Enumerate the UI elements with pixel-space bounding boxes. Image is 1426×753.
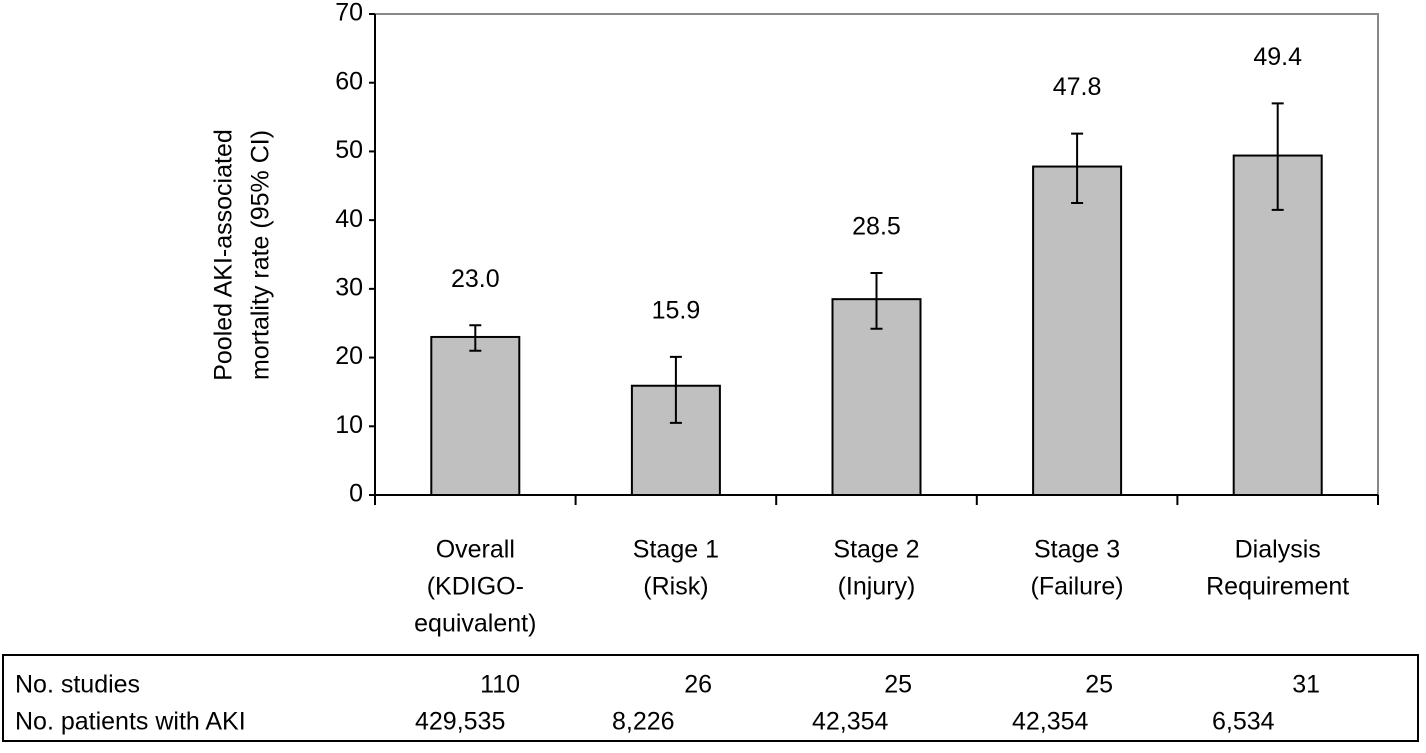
plot-frame — [375, 13, 1379, 495]
x-tick-label: Stage 3 — [1034, 536, 1120, 564]
x-tick-label: Stage 1 — [633, 536, 719, 564]
table-cell: 42,354 — [812, 708, 889, 736]
x-tick-label: Stage 2 — [833, 536, 919, 564]
x-tick-label: Dialysis — [1235, 536, 1321, 564]
value-label: 23.0 — [451, 265, 500, 293]
y-tick-label: 20 — [335, 342, 363, 370]
x-tick-label: (Failure) — [1031, 573, 1124, 601]
value-label: 15.9 — [652, 296, 701, 324]
table-cell: 31 — [1292, 671, 1320, 699]
value-label: 47.8 — [1053, 73, 1102, 101]
error-bar — [469, 324, 482, 352]
x-tick-label: (Risk) — [643, 573, 708, 601]
value-label: 28.5 — [852, 213, 901, 241]
error-bar — [1071, 132, 1084, 204]
x-tick-label: equivalent) — [414, 610, 536, 638]
bar — [1232, 154, 1323, 496]
table-cell: 110 — [480, 671, 520, 699]
y-tick-label: 40 — [335, 205, 363, 233]
bar — [831, 298, 922, 496]
error-bar — [870, 272, 883, 330]
y-axis-title: Pooled AKI-associated — [210, 129, 238, 381]
table-cell: 26 — [684, 671, 712, 699]
y-tick-label: 60 — [335, 67, 363, 95]
bar — [430, 335, 521, 497]
table-cell: 25 — [1085, 671, 1113, 699]
y-tick-label: 30 — [335, 273, 363, 301]
table-cell: 25 — [884, 671, 912, 699]
table-cell: 42,354 — [1012, 708, 1089, 736]
row-header: No. patients with AKI — [15, 708, 246, 736]
y-tick-label: 0 — [349, 480, 363, 508]
table-cell: 6,534 — [1212, 708, 1275, 736]
x-tick-label: (Injury) — [838, 573, 916, 601]
error-bar — [1271, 102, 1284, 211]
x-tick-label: (KDIGO- — [427, 573, 524, 601]
table-frame — [2, 654, 1419, 742]
error-bar — [669, 355, 682, 424]
row-header: No. studies — [15, 671, 140, 699]
table-cell: 8,226 — [612, 708, 675, 736]
x-tick-label: Overall — [436, 536, 515, 564]
y-tick-label: 70 — [335, 0, 363, 27]
y-axis-title: mortality rate (95% CI) — [247, 130, 275, 380]
bar — [1032, 165, 1123, 496]
table-cell: 429,535 — [415, 708, 505, 736]
value-label: 49.4 — [1253, 43, 1302, 71]
y-tick-label: 50 — [335, 136, 363, 164]
bar — [630, 384, 721, 497]
y-tick-label: 10 — [335, 411, 363, 439]
x-tick-label: Requirement — [1206, 573, 1349, 601]
